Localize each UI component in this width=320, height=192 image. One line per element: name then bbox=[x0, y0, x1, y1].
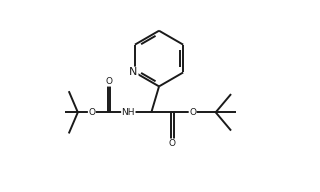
Text: O: O bbox=[88, 108, 95, 117]
Text: NH: NH bbox=[122, 108, 135, 117]
Text: O: O bbox=[106, 77, 113, 86]
Text: N: N bbox=[129, 67, 138, 78]
Text: O: O bbox=[169, 139, 176, 148]
Text: O: O bbox=[189, 108, 196, 117]
